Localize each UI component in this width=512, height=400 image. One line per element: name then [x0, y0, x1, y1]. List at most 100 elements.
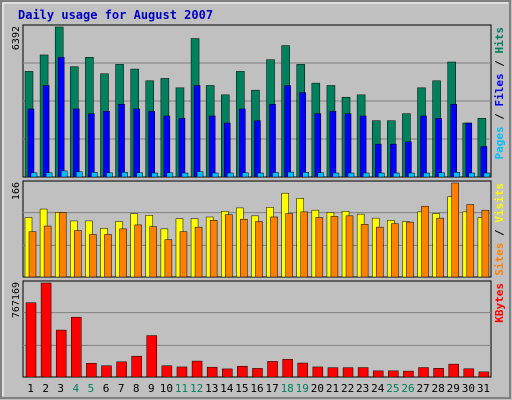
legend-visits: Visits: [493, 183, 506, 223]
x-tick-label-14: 14: [220, 382, 234, 395]
x-tick-label-27: 27: [416, 382, 429, 395]
bar-kbytes-30: [463, 368, 475, 378]
bar-sites-11: [179, 231, 188, 278]
bar-pages-3: [60, 170, 68, 178]
bar-files-22: [344, 113, 352, 178]
x-tick-label-18: 18: [281, 382, 294, 395]
bar-files-26: [405, 141, 412, 178]
bar-kbytes-25: [388, 370, 399, 378]
bar-files-16: [254, 120, 261, 178]
bar-files-14: [224, 122, 231, 178]
kbytes-max-label: 767169: [11, 282, 22, 318]
bar-pages-15: [242, 172, 249, 178]
bar-sites-30: [466, 204, 475, 278]
bar-kbytes-20: [312, 366, 324, 378]
bar-kbytes-22: [342, 367, 354, 378]
x-tick-label-5: 5: [88, 382, 95, 395]
x-tick-label-30: 30: [462, 382, 475, 395]
visits-sites-legend: Sites / Visits: [493, 183, 506, 276]
kbytes-plot-area: [22, 280, 492, 378]
bar-files-2: [42, 85, 50, 178]
bar-kbytes-18: [282, 359, 293, 378]
bar-pages-10: [166, 172, 174, 178]
bar-kbytes-31: [478, 371, 490, 378]
bar-files-12: [193, 85, 201, 178]
bar-pages-30: [468, 172, 476, 178]
legend-files: Files: [493, 73, 506, 106]
bar-files-23: [359, 115, 367, 178]
bar-sites-3: [58, 212, 67, 278]
hits-files-pages-max-label: 6392: [11, 26, 22, 50]
bar-sites-12: [194, 226, 203, 278]
bar-kbytes-16: [252, 368, 263, 378]
bar-files-19: [299, 92, 306, 178]
x-tick-label-20: 20: [311, 382, 324, 395]
bar-sites-26: [406, 221, 414, 278]
bar-sites-5: [89, 234, 97, 278]
bar-sites-31: [481, 209, 490, 278]
bar-pages-19: [302, 172, 309, 178]
x-tick-label-29: 29: [447, 382, 460, 395]
bar-files-30: [465, 122, 473, 178]
legend-separator: /: [493, 223, 506, 243]
bar-files-4: [73, 108, 80, 178]
bar-kbytes-8: [131, 355, 142, 378]
x-tick-label-12: 12: [190, 382, 203, 395]
bar-sites-13: [209, 220, 218, 278]
bar-files-28: [435, 118, 442, 178]
bar-sites-16: [255, 221, 263, 278]
bar-sites-19: [300, 211, 308, 278]
bar-pages-18: [287, 171, 294, 178]
x-tick-label-4: 4: [73, 382, 80, 395]
x-tick-label-13: 13: [205, 382, 218, 395]
bar-kbytes-11: [176, 366, 188, 378]
x-tick-label-28: 28: [432, 382, 445, 395]
bar-pages-20: [317, 172, 325, 178]
bar-sites-25: [391, 223, 399, 278]
x-tick-label-23: 23: [356, 382, 369, 395]
x-tick-label-7: 7: [118, 382, 125, 395]
bar-pages-11: [181, 172, 189, 178]
bar-kbytes-14: [222, 368, 233, 378]
bar-pages-25: [393, 172, 400, 178]
x-tick-label-10: 10: [160, 382, 173, 395]
bar-pages-23: [362, 172, 370, 178]
bar-kbytes-6: [101, 365, 112, 378]
bar-pages-22: [347, 172, 355, 178]
bar-sites-20: [315, 217, 324, 278]
bar-files-15: [239, 108, 246, 178]
bar-pages-13: [211, 172, 219, 178]
bar-pages-5: [91, 172, 98, 178]
bar-sites-27: [421, 205, 429, 278]
bar-kbytes-23: [357, 367, 369, 378]
bar-pages-6: [106, 172, 113, 178]
bar-pages-29: [453, 172, 460, 178]
legend-kbytes: KBytes: [493, 283, 506, 323]
bar-files-29: [450, 104, 457, 178]
bar-files-11: [178, 118, 186, 178]
bar-files-24: [374, 143, 382, 178]
legend-separator: /: [493, 107, 506, 127]
x-tick-label-16: 16: [250, 382, 263, 395]
legend-hits: Hits: [493, 27, 506, 54]
bar-files-5: [88, 113, 95, 178]
bar-kbytes-3: [55, 329, 67, 378]
bar-sites-1: [28, 231, 37, 278]
bar-files-17: [269, 104, 276, 178]
bar-files-10: [163, 115, 171, 178]
bar-sites-22: [345, 215, 354, 278]
visits-sites-max-label: 166: [11, 182, 22, 200]
bar-pages-12: [196, 171, 204, 178]
bar-pages-21: [332, 172, 340, 178]
bar-sites-2: [43, 225, 52, 278]
x-tick-label-2: 2: [42, 382, 49, 395]
bar-files-6: [103, 111, 110, 178]
bar-files-25: [390, 143, 397, 178]
bar-sites-29: [451, 182, 459, 278]
bar-sites-9: [149, 226, 158, 278]
bar-files-18: [284, 85, 291, 178]
bar-pages-8: [136, 172, 143, 178]
bar-sites-15: [240, 218, 248, 278]
x-tick-label-24: 24: [371, 382, 385, 395]
